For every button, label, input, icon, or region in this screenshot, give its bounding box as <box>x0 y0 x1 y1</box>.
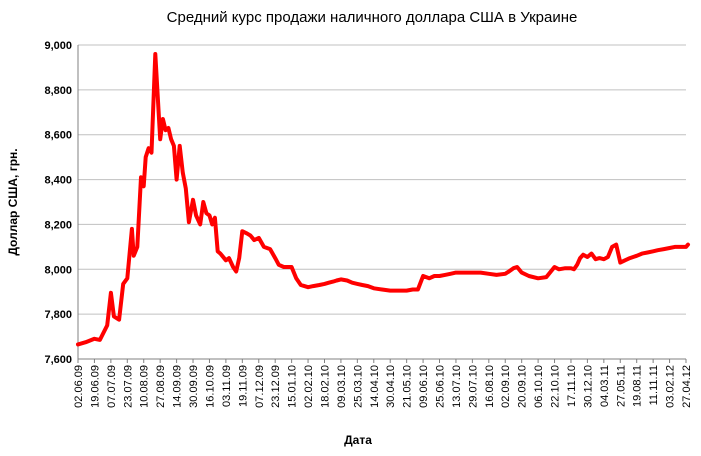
y-tick-label: 8,200 <box>44 219 72 231</box>
x-tick-labels: 02.06.09 19.06.09 07.07.09 23.07.09 10.08.09… <box>73 365 693 408</box>
x-tick-label: 02.02.10 <box>303 365 315 408</box>
x-tick-label: 22.10.10 <box>550 365 562 408</box>
x-tick-label: 23.07.09 <box>122 365 134 408</box>
x-tick-label: 16.08.10 <box>484 365 496 408</box>
x-tick-label: 13.07.10 <box>451 365 463 408</box>
x-tick-label: 27.04.12 <box>681 365 693 408</box>
x-tick-label: 19.08.11 <box>632 365 644 407</box>
x-tick-label: 21.05.10 <box>402 365 414 408</box>
x-tick-label: 07.12.09 <box>254 365 266 408</box>
x-tick-label: 07.07.09 <box>106 365 118 408</box>
y-axis-title: Доллар США, грн. <box>6 148 20 255</box>
x-tick-label: 19.11.09 <box>237 365 249 407</box>
y-tick-label: 9,000 <box>44 40 72 52</box>
x-tick-label: 06.10.10 <box>533 365 545 408</box>
x-tick-label: 19.06.09 <box>89 365 101 408</box>
x-tick-label: 30.12.10 <box>582 365 594 408</box>
x-tick-label: 03.11.09 <box>221 365 233 407</box>
x-tick-label: 23.12.09 <box>270 365 282 408</box>
y-tick-label: 7,600 <box>44 354 72 366</box>
series-line <box>76 52 690 347</box>
x-tick-label: 27.05.11 <box>615 365 627 407</box>
x-tick-label: 30.04.10 <box>385 365 397 408</box>
x-tick-label: 09.06.10 <box>418 365 430 408</box>
x-tick-label: 09.03.10 <box>336 365 348 408</box>
x-tick-label: 30.09.09 <box>188 365 200 408</box>
x-tick-label: 14.09.09 <box>172 365 184 408</box>
x-tick-label: 25.03.10 <box>352 365 364 408</box>
x-tick-label: 02.06.09 <box>73 365 85 408</box>
x-tick-label: 25.06.10 <box>435 365 447 408</box>
x-axis-title: Дата <box>344 433 372 447</box>
x-tick-label: 16.10.09 <box>204 365 216 408</box>
y-tick-label: 8,800 <box>44 85 72 97</box>
x-tick-label: 20.09.10 <box>517 365 529 408</box>
x-tick-label: 03.02.12 <box>665 365 677 408</box>
x-tick-label: 11.11.11 <box>648 365 660 405</box>
gridlines <box>78 44 686 315</box>
x-tick-label: 17.11.10 <box>566 365 578 407</box>
y-tick-label: 8,400 <box>44 175 72 187</box>
y-tick-label: 8,000 <box>44 264 72 276</box>
y-tick-labels: 7,600 7,800 8,000 8,200 8,400 8,600 8,800 9,000 <box>44 40 72 366</box>
x-tick-label: 18.02.10 <box>319 365 331 408</box>
x-tick-label: 15.01.10 <box>287 365 299 408</box>
axes <box>77 45 687 363</box>
x-tick-label: 02.09.10 <box>500 365 512 408</box>
x-tick-label: 04.03.11 <box>599 365 611 407</box>
y-tick-label: 8,600 <box>44 130 72 142</box>
x-tick-label: 10.08.09 <box>139 365 151 408</box>
x-tick-label: 27.08.09 <box>155 365 167 408</box>
y-tick-label: 7,800 <box>44 309 72 321</box>
x-tick-label: 14.04.10 <box>369 365 381 408</box>
x-tick-label: 29.07.10 <box>467 365 479 408</box>
chart-title: Средний курс продажи наличного доллара С… <box>167 9 578 26</box>
